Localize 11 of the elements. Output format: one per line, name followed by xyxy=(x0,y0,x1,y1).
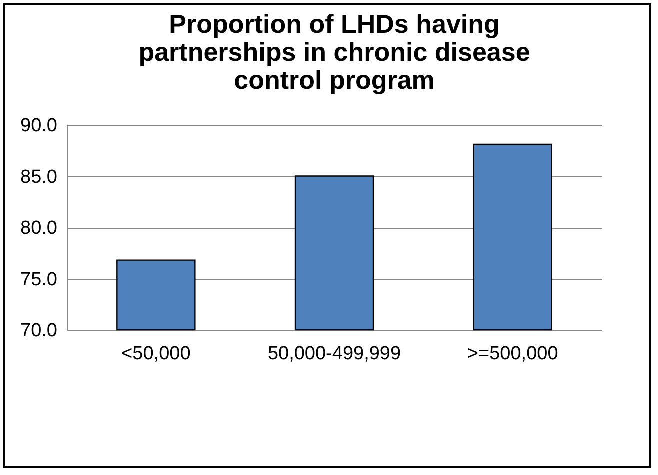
x-tick-label: 50,000-499,999 xyxy=(268,344,402,364)
y-tick-label: 80.0 xyxy=(20,218,58,239)
y-tick-label: 70.0 xyxy=(20,320,58,342)
x-tick-label: >=500,000 xyxy=(467,344,558,364)
y-tick-label: 85.0 xyxy=(20,166,58,188)
text: control program xyxy=(234,65,435,95)
text: Proportion of LHDs having xyxy=(169,9,500,39)
x-tick-label: <50,000 xyxy=(122,344,191,364)
text: partnerships in chronic disease xyxy=(138,37,530,67)
y-tick-label: 75.0 xyxy=(20,269,58,290)
y-tick-label: 90.0 xyxy=(20,116,58,136)
